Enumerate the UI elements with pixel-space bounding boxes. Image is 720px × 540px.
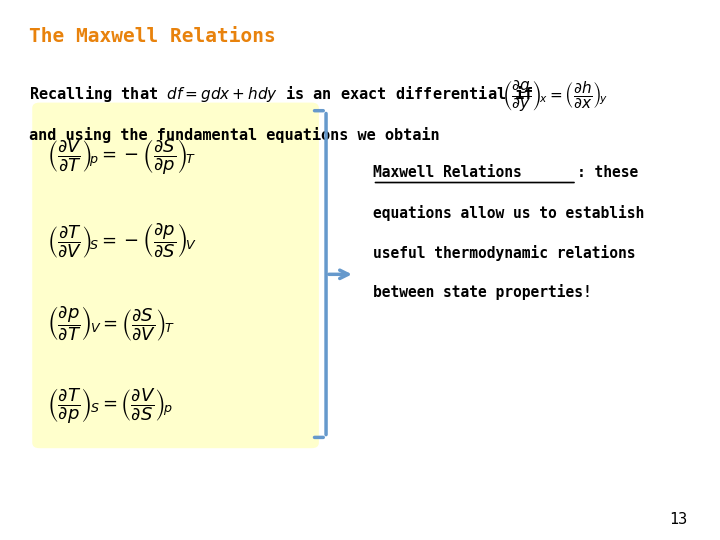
Text: and using the fundamental equations we obtain: and using the fundamental equations we o… — [29, 127, 439, 143]
Text: The Maxwell Relations: The Maxwell Relations — [29, 27, 276, 46]
Text: $\left(\dfrac{\partial T}{\partial V}\right)_{\!S} = -\left(\dfrac{\partial p}{\: $\left(\dfrac{\partial T}{\partial V}\ri… — [47, 221, 197, 260]
Text: $\left(\dfrac{\partial T}{\partial p}\right)_{\!S} = \left(\dfrac{\partial V}{\p: $\left(\dfrac{\partial T}{\partial p}\ri… — [47, 386, 173, 426]
Text: Recalling that $df = gdx + hdy$ is an exact differential if: Recalling that $df = gdx + hdy$ is an ex… — [29, 84, 534, 104]
Text: $\left(\dfrac{\partial V}{\partial T}\right)_{\!p} = -\left(\dfrac{\partial S}{\: $\left(\dfrac{\partial V}{\partial T}\ri… — [47, 138, 196, 177]
FancyBboxPatch shape — [32, 103, 319, 448]
Text: $\left(\dfrac{\partial p}{\partial T}\right)_{\!V} = \left(\dfrac{\partial S}{\p: $\left(\dfrac{\partial p}{\partial T}\ri… — [47, 305, 174, 344]
Text: : these: : these — [577, 165, 638, 180]
Text: 13: 13 — [670, 511, 688, 526]
Text: Maxwell Relations: Maxwell Relations — [373, 165, 521, 180]
Text: useful thermodynamic relations: useful thermodynamic relations — [373, 245, 635, 261]
Text: between state properties!: between state properties! — [373, 284, 591, 300]
Text: $\left(\dfrac{\partial g}{\partial y}\right)_{\!x} = \left(\dfrac{\partial h}{\p: $\left(\dfrac{\partial g}{\partial y}\ri… — [502, 78, 608, 113]
Text: equations allow us to establish: equations allow us to establish — [373, 205, 644, 221]
